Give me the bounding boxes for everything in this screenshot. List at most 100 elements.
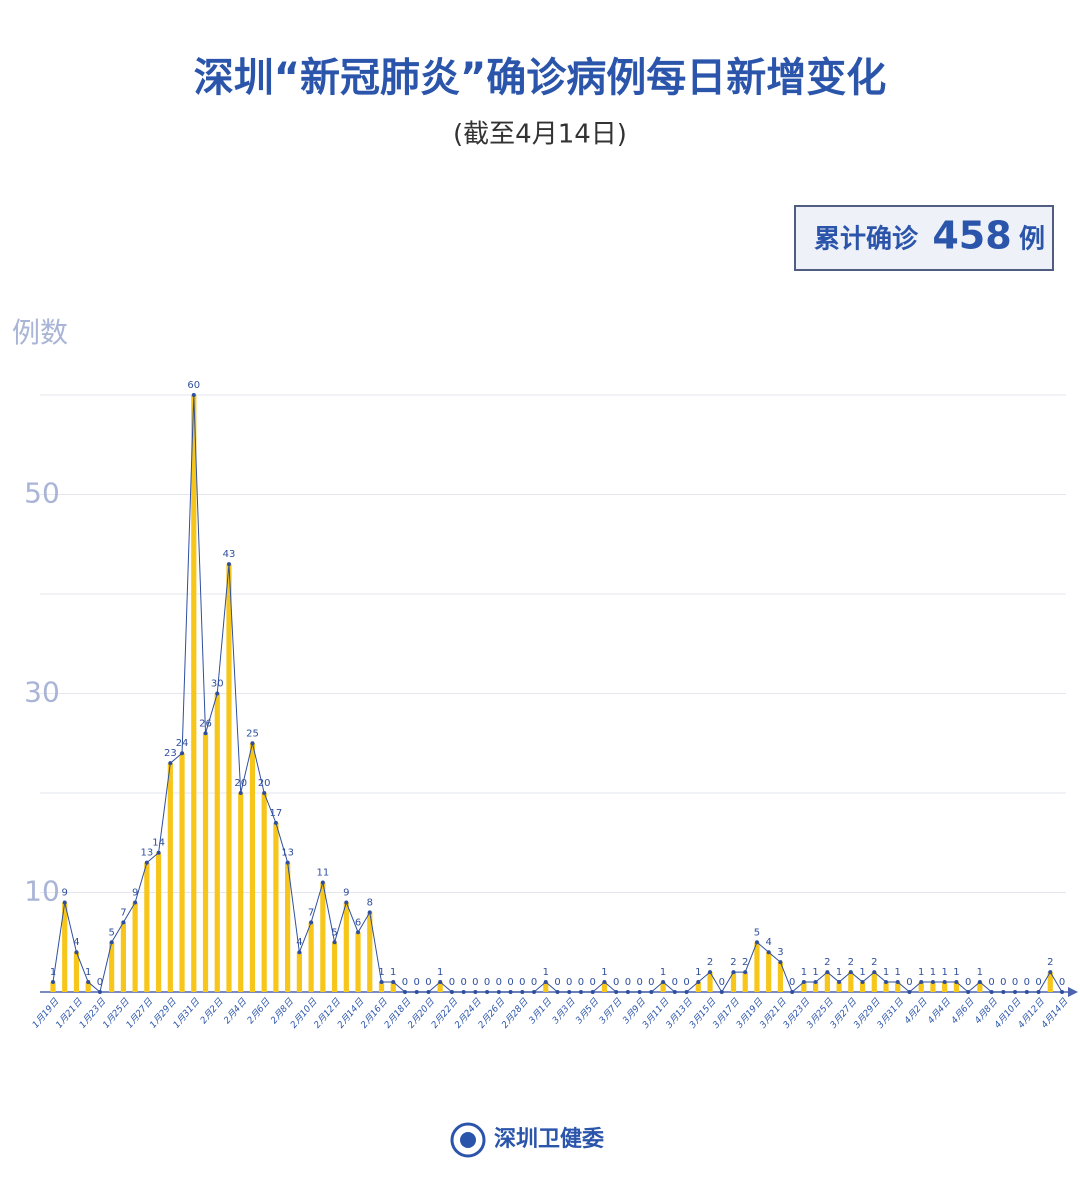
bar: [273, 822, 279, 992]
value-label: 14: [152, 838, 165, 849]
point: [508, 990, 513, 994]
total-label: 累计确诊: [814, 224, 919, 255]
x-tick-label: 2月4日: [222, 996, 250, 1026]
point: [238, 791, 243, 795]
value-label: 7: [120, 907, 126, 918]
value-label: 1: [930, 967, 936, 978]
point: [649, 990, 654, 994]
value-label: 0: [519, 977, 525, 988]
logo-core: [460, 1132, 476, 1148]
value-label: 0: [425, 977, 431, 988]
point: [754, 940, 759, 945]
bar: [367, 912, 373, 992]
value-label: 0: [566, 977, 572, 988]
x-tick-label: 4月6日: [949, 996, 977, 1026]
point: [1048, 970, 1053, 975]
bar: [214, 693, 220, 992]
point: [191, 393, 196, 397]
value-label: 1: [85, 967, 91, 978]
value-label: 1: [543, 967, 549, 978]
bar: [695, 982, 701, 992]
point: [543, 980, 548, 985]
value-label: 1: [50, 967, 56, 978]
point: [614, 990, 619, 994]
x-tick-label: 4月14日: [1039, 996, 1071, 1031]
value-label: 0: [460, 977, 466, 988]
value-label: 8: [367, 897, 373, 908]
source: 深圳卫健委: [494, 1126, 604, 1152]
value-label: 1: [390, 967, 396, 978]
point: [813, 980, 818, 985]
point: [895, 980, 900, 985]
point: [473, 990, 478, 994]
value-label: 5: [331, 927, 337, 938]
value-label: 1: [918, 967, 924, 978]
x-tick-label: 4月2日: [902, 996, 930, 1026]
bar: [977, 982, 983, 992]
point: [766, 950, 771, 955]
point: [661, 980, 666, 985]
bar: [355, 932, 361, 992]
value-label: 23: [164, 748, 177, 759]
point: [942, 980, 947, 985]
value-label: 2: [848, 957, 854, 968]
value-label: 11: [316, 868, 329, 879]
point: [848, 970, 853, 975]
bar: [378, 982, 385, 992]
point: [461, 990, 466, 994]
value-label: 0: [496, 977, 502, 988]
point: [180, 751, 185, 756]
point: [215, 691, 220, 696]
value-label: 30: [211, 679, 224, 690]
bar: [308, 922, 314, 992]
value-label: 9: [343, 887, 349, 898]
point: [825, 970, 830, 975]
value-label: 1: [941, 967, 947, 978]
value-label: 5: [754, 927, 760, 938]
point: [356, 930, 361, 935]
point: [51, 980, 55, 985]
bar: [918, 982, 924, 992]
point: [262, 791, 267, 795]
point: [97, 990, 102, 994]
value-label: 2: [742, 957, 748, 968]
bar: [601, 982, 608, 992]
bar: [871, 972, 877, 992]
y-tick-label: 50: [24, 477, 60, 510]
point: [485, 990, 490, 994]
bar: [730, 972, 737, 992]
value-label: 5: [108, 927, 114, 938]
point: [578, 990, 583, 994]
value-label: 1: [437, 967, 443, 978]
value-label: 4: [296, 937, 302, 948]
value-label: 2: [707, 957, 713, 968]
bar: [85, 982, 91, 992]
point: [977, 980, 982, 985]
bar: [660, 982, 666, 992]
bar: [226, 564, 232, 992]
value-label: 1: [836, 967, 842, 978]
bar: [167, 763, 173, 992]
point: [989, 990, 994, 994]
point: [379, 980, 384, 985]
point: [414, 990, 419, 994]
value-label: 43: [223, 549, 236, 560]
point: [438, 980, 443, 985]
value-label: 4: [765, 937, 771, 948]
value-label: 0: [965, 977, 971, 988]
value-label: 13: [281, 848, 294, 859]
point: [731, 970, 736, 975]
value-label: 2: [730, 957, 736, 968]
value-label: 17: [270, 808, 283, 819]
value-label: 0: [507, 977, 513, 988]
value-label: 0: [625, 977, 631, 988]
value-label: 0: [414, 977, 420, 988]
point: [1013, 990, 1018, 994]
value-label: 0: [1059, 977, 1065, 988]
point: [121, 920, 126, 925]
y-axis-label: 例数: [12, 316, 68, 349]
value-label: 1: [812, 967, 818, 978]
bar: [343, 902, 349, 992]
point: [402, 990, 407, 994]
point: [637, 990, 642, 994]
